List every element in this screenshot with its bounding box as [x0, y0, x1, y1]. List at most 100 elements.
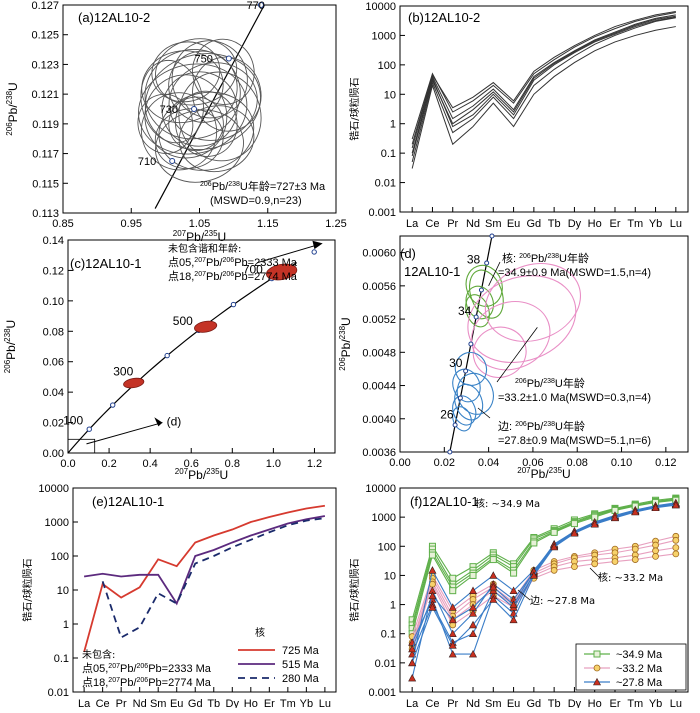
- panel-e-ytick-label: 0.1: [54, 653, 69, 665]
- panel-c-xtick-label: 0.8: [225, 458, 240, 470]
- panel-c-note-line2: 点05,207Pb/206Pb=2333 Ma: [168, 256, 298, 269]
- panel-b-xtick-label: Lu: [670, 218, 682, 230]
- panel-f-marker-square: [428, 551, 436, 559]
- panel-c-concordia-point: [311, 249, 317, 255]
- panel-c-xtick-label: 0.2: [101, 458, 116, 470]
- panel-c: (c)12AL10-1 0.0 0.2 0.4 0.6 0.8 1.0 1.2 0.00 0.0…: [3, 235, 336, 482]
- panel-f-marker-triangle: [469, 649, 478, 658]
- panel-d-ytick-label: 0.0060: [362, 248, 396, 260]
- panel-c-arrowhead-out: [312, 240, 323, 250]
- panel-f-marker-triangle: [408, 673, 417, 682]
- panel-a-concordia-point: [257, 2, 264, 8]
- panel-f-marker-square: [530, 539, 538, 547]
- panel-c-xtick-label: 0.6: [184, 458, 199, 470]
- panel-a-error-ellipse: [168, 62, 258, 141]
- panel-f-xtick-label: Ce: [425, 698, 439, 708]
- panel-d-ellipse-green: [468, 269, 504, 319]
- panel-b-xtick-label: Pr: [447, 218, 458, 230]
- panel-b-frame: [399, 5, 689, 213]
- panel-d-concordia-point: [463, 368, 469, 374]
- panel-f-marker-triangle: [408, 644, 417, 653]
- panel-e-series-line: [83, 515, 326, 606]
- panel-f-marker-circle: [672, 550, 680, 558]
- panel-d-ellipse-pink: [472, 326, 527, 378]
- panel-d-ellipse-blue: [456, 372, 494, 415]
- panel-e-ytick-label: 0.01: [48, 687, 69, 699]
- panel-a-error-ellipse: [144, 53, 261, 151]
- panel-e-series-line: [101, 517, 326, 639]
- panel-d-ytick-label: 0.0056: [362, 281, 396, 293]
- panel-a-xtick-label: 1.05: [189, 218, 210, 230]
- panel-f-marker-circle: [550, 566, 558, 574]
- panel-c-xtick-label: 1.0: [266, 458, 281, 470]
- panel-f-xtick-label: Sm: [485, 698, 502, 708]
- panel-d-ann-blue-1: 边: 206Pb/238U年龄: [498, 419, 585, 433]
- panel-f-xtick-label: Nd: [466, 698, 480, 708]
- panel-f-marker-triangle: [469, 609, 478, 617]
- panel-d-ellipse-blue: [452, 406, 472, 432]
- panel-d-concordia-age-label: 26: [440, 408, 454, 422]
- panel-f-legend-label: ~33.2 Ma: [616, 663, 663, 675]
- panel-a-error-ellipse: [137, 93, 194, 154]
- panel-a-annotation-line2: (MSWD=0.9,n=23): [210, 195, 302, 207]
- panel-f-ytick-label: 10000: [365, 483, 396, 495]
- panel-d-ann-pink-1: 206Pb/238U年龄: [515, 376, 585, 390]
- panel-c-arrow-label: (d): [167, 415, 182, 429]
- panel-b-series-line: [411, 16, 676, 154]
- panel-a-error-ellipse: [138, 63, 248, 155]
- panel-f-marker-triangle: [509, 615, 518, 624]
- panel-a-concordia-point: [191, 106, 198, 112]
- panel-e-xtick-label: La: [78, 698, 91, 708]
- panel-b-series-line: [411, 11, 676, 145]
- panel-f-marker-triangle: [590, 520, 599, 528]
- panel-c-ytick-label: 0.14: [43, 235, 64, 247]
- panel-d-xtick-label: 0.02: [434, 457, 455, 469]
- panel-d-ellipse-green: [465, 285, 495, 320]
- panel-f-marker-triangle: [529, 571, 538, 579]
- panel-b-ytick-label: 10000: [365, 1, 396, 13]
- panel-e-xtick-label: Sm: [150, 698, 167, 708]
- panel-e-ytick-label: 1000: [45, 517, 69, 529]
- panel-f-marker-triangle: [610, 513, 619, 522]
- panel-f-marker-triangle: [469, 620, 478, 629]
- panel-f-marker-triangle: [570, 529, 579, 537]
- panel-f-marker-circle: [631, 556, 639, 563]
- panel-f-xtick-label: Tb: [548, 698, 561, 708]
- panel-c-concordia-point: [86, 426, 92, 432]
- panel-d-ytick-label: 0.0040: [362, 414, 396, 426]
- panel-f-marker-circle: [652, 547, 659, 555]
- panel-d-concordia-age-label: 30: [449, 356, 463, 370]
- panel-f-marker-circle: [593, 664, 601, 672]
- panel-c-zoom-box: [67, 438, 96, 454]
- panel-a-title: (a)12AL10-2: [78, 10, 150, 25]
- panel-e-xtick-label: Tm: [280, 698, 296, 708]
- panel-d-concordia-point: [457, 395, 463, 401]
- panel-f-ytick-label: 1000: [372, 512, 396, 524]
- panel-e-xtick-label: Lu: [319, 698, 331, 708]
- panel-f-ytick-label: 0.1: [381, 629, 396, 641]
- panel-a-xtick-label: 0.95: [121, 218, 142, 230]
- panel-f-ytick-label: 100: [378, 541, 396, 553]
- panel-f-marker-triangle: [448, 603, 457, 611]
- panel-e-ytick-label: 100: [51, 551, 69, 563]
- panel-e-note-line1: 未包含:: [82, 648, 115, 661]
- panel-b-series-line: [411, 26, 676, 169]
- panel-c-arrowhead-d: [154, 417, 163, 427]
- panel-d-concordia-point: [484, 260, 490, 266]
- panel-b-xtick-label: Dy: [568, 218, 582, 230]
- panel-d-ytick-label: 0.0044: [362, 381, 396, 393]
- panel-d-ytick-label: 0.0048: [362, 347, 396, 359]
- panel-a-concordia-point: [169, 158, 176, 164]
- panel-f-ytick-label: 10: [384, 570, 396, 582]
- panel-f-marker-circle: [652, 541, 659, 549]
- panel-d-ann-pink-2: =33.2±1.0 Ma(MSWD=0.3,n=4): [498, 392, 651, 404]
- panel-f-marker-square: [469, 571, 477, 579]
- panel-e-xtick-label: Ho: [244, 698, 258, 708]
- panel-d-concordia-point: [447, 449, 453, 455]
- panel-f-marker-square: [449, 587, 457, 595]
- panel-c-xtick-label: 1.2: [307, 458, 322, 470]
- panel-f-marker-triangle: [428, 591, 437, 600]
- panel-c-note-line1: 未包含谐和年龄:: [168, 242, 241, 255]
- panel-c-ylabel: 206Pb/238U: [3, 320, 18, 373]
